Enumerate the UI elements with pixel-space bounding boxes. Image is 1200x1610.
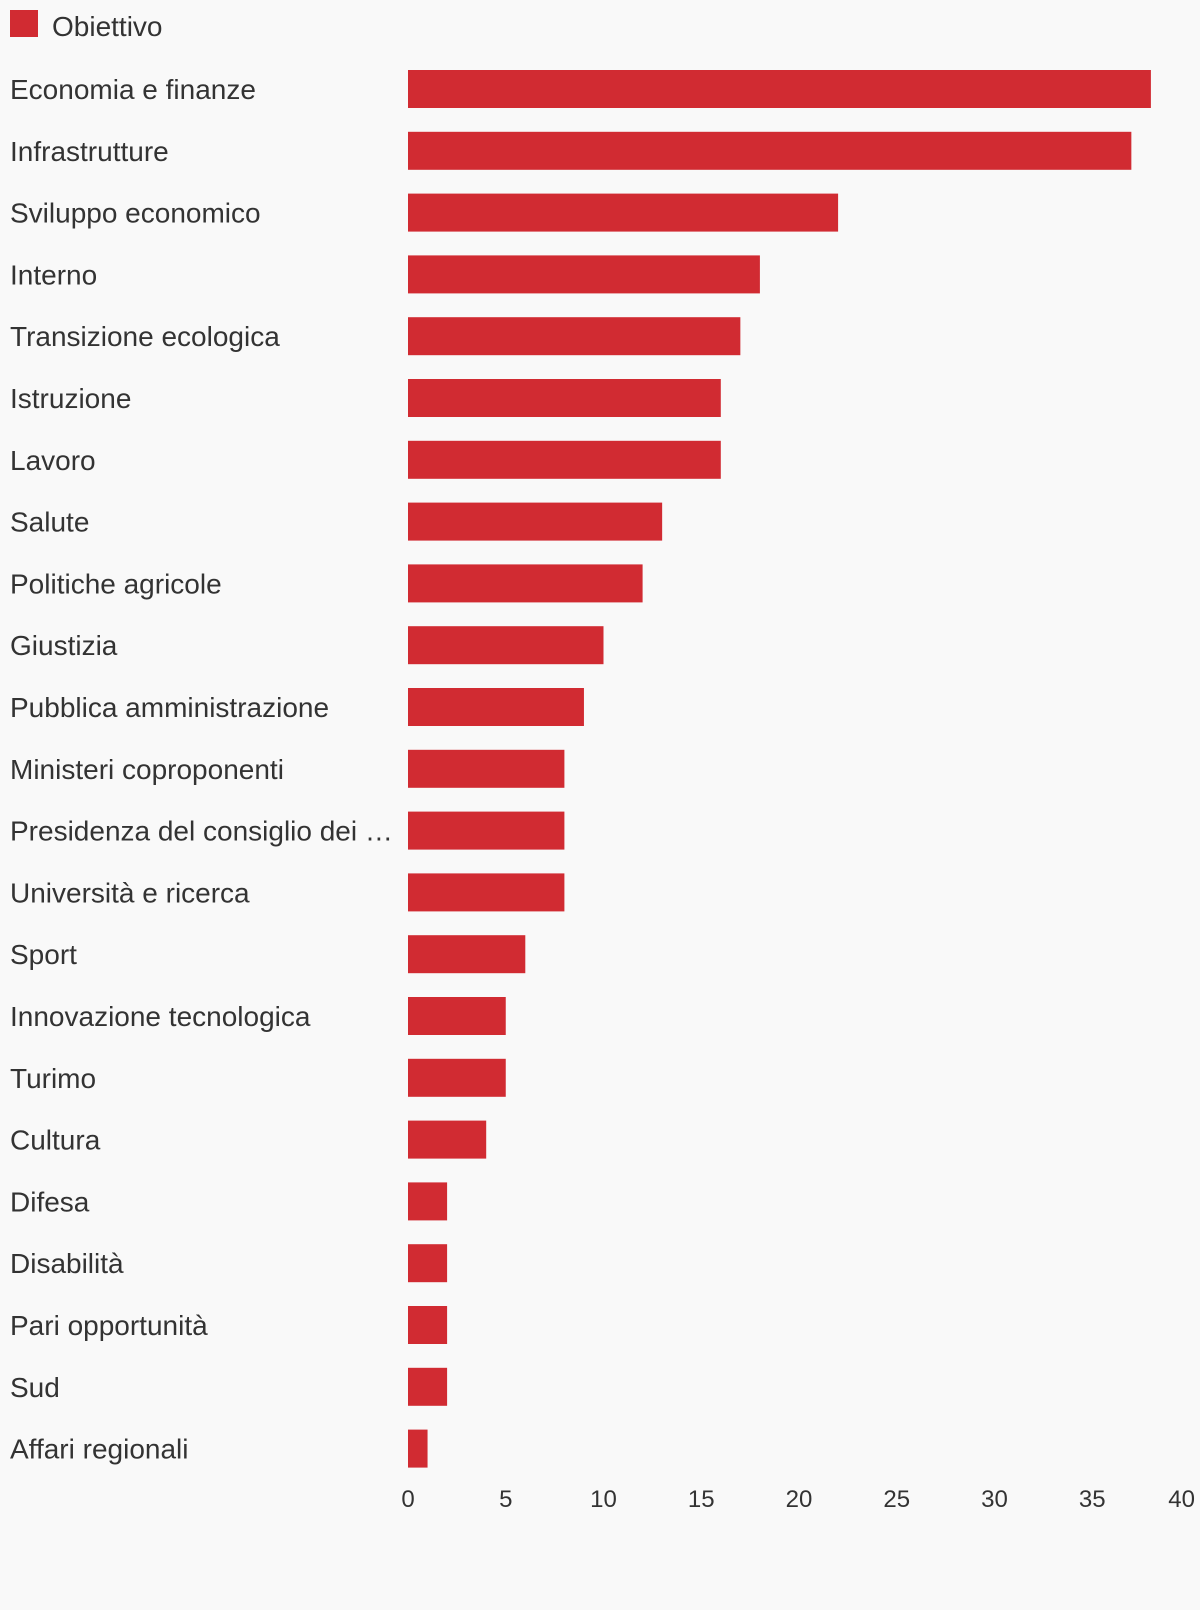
- category-label: Salute: [10, 507, 89, 538]
- bar: [408, 131, 1132, 170]
- bar: [408, 811, 565, 850]
- category-label: Sud: [10, 1372, 60, 1403]
- bar: [408, 749, 565, 788]
- x-tick-label: 15: [688, 1486, 715, 1513]
- bar: [408, 440, 721, 479]
- category-label: Politiche agricole: [10, 568, 222, 599]
- category-label: Università e ricerca: [10, 877, 250, 908]
- x-tick-label: 0: [401, 1486, 414, 1513]
- category-label: Disabilità: [10, 1248, 124, 1279]
- bar: [408, 1367, 448, 1406]
- category-label: Sport: [10, 939, 77, 970]
- x-axis-ticks: 0 5 10 15 20 25 30 35 40: [401, 1486, 1195, 1513]
- bar: [408, 997, 506, 1035]
- category-label: Lavoro: [10, 445, 96, 476]
- bar: [408, 873, 565, 912]
- x-tick-label: 20: [786, 1486, 813, 1513]
- bar: [408, 1306, 448, 1344]
- bars: [408, 70, 1151, 1468]
- category-labels: Economia e finanze Infrastrutture Sviluppo…: [10, 74, 393, 1465]
- x-tick-label: 25: [883, 1486, 910, 1513]
- bar: [408, 688, 584, 726]
- bar: [408, 1120, 487, 1159]
- bar: [408, 502, 663, 541]
- category-label: Transizione ecologica: [10, 321, 280, 352]
- legend-label: Obiettivo: [52, 11, 163, 42]
- bar: [408, 626, 604, 665]
- x-tick-label: 30: [981, 1486, 1008, 1513]
- bar: [408, 935, 526, 974]
- category-label: Giustizia: [10, 630, 118, 661]
- category-label: Pubblica amministrazione: [10, 692, 329, 723]
- bar: [408, 317, 741, 356]
- category-label: Cultura: [10, 1125, 101, 1156]
- category-label: Infrastrutture: [10, 136, 169, 167]
- legend: Obiettivo: [10, 10, 163, 42]
- x-tick-label: 40: [1168, 1486, 1195, 1513]
- bar: [408, 1429, 428, 1468]
- category-label: Turimo: [10, 1063, 96, 1094]
- category-label: Istruzione: [10, 383, 131, 414]
- category-label: Affari regionali: [10, 1434, 188, 1465]
- bar: [408, 1058, 506, 1097]
- bar: [408, 379, 721, 417]
- legend-swatch: [10, 10, 38, 37]
- x-tick-label: 5: [499, 1486, 512, 1513]
- bar: [408, 564, 643, 603]
- bar: [408, 70, 1151, 108]
- category-label: Pari opportunità: [10, 1310, 208, 1341]
- bar: [408, 193, 839, 232]
- x-tick-label: 10: [590, 1486, 617, 1513]
- x-tick-label: 35: [1079, 1486, 1106, 1513]
- bar: [408, 255, 760, 294]
- category-label: Innovazione tecnologica: [10, 1001, 311, 1032]
- category-label: Presidenza del consiglio dei …: [10, 816, 393, 847]
- category-label: Ministeri coproponenti: [10, 754, 284, 785]
- category-label: Difesa: [10, 1186, 90, 1217]
- bar: [408, 1244, 448, 1283]
- category-label: Interno: [10, 259, 97, 290]
- category-label: Sviluppo economico: [10, 198, 261, 229]
- bar: [408, 1182, 448, 1221]
- category-label: Economia e finanze: [10, 74, 256, 105]
